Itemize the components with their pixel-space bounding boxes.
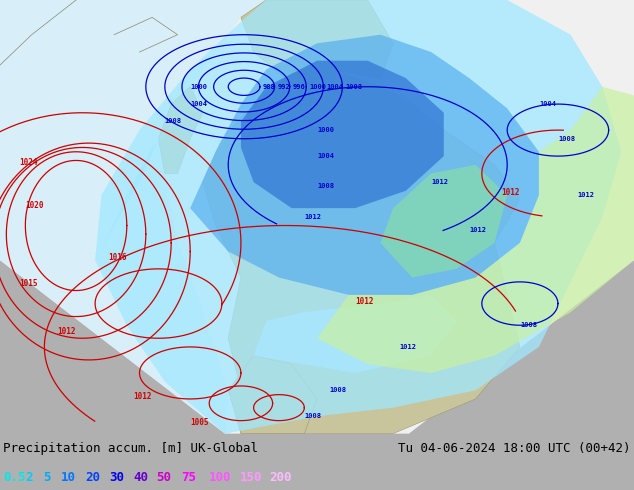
Polygon shape <box>158 87 203 173</box>
Text: Tu 04-06-2024 18:00 UTC (00+42): Tu 04-06-2024 18:00 UTC (00+42) <box>398 442 631 455</box>
Text: 1024: 1024 <box>19 158 37 167</box>
Text: 10: 10 <box>61 471 76 484</box>
Text: 0.5: 0.5 <box>3 471 25 484</box>
Text: 5: 5 <box>43 471 51 484</box>
Text: 1008: 1008 <box>330 387 347 393</box>
Text: Precipitation accum. [m] UK-Global: Precipitation accum. [m] UK-Global <box>3 442 258 455</box>
Text: 20: 20 <box>85 471 100 484</box>
Text: 1004: 1004 <box>317 153 334 159</box>
Text: 200: 200 <box>269 471 292 484</box>
Text: 1004: 1004 <box>190 101 207 107</box>
Polygon shape <box>0 0 634 434</box>
Text: 1012: 1012 <box>355 296 373 306</box>
Text: 1012: 1012 <box>501 188 519 197</box>
Text: 150: 150 <box>240 471 262 484</box>
Text: 1012: 1012 <box>57 327 75 336</box>
Polygon shape <box>203 70 520 434</box>
Text: 1015: 1015 <box>19 279 37 288</box>
Polygon shape <box>190 35 539 295</box>
Text: 1008: 1008 <box>317 183 334 190</box>
Text: 1000: 1000 <box>317 127 334 133</box>
Text: 992: 992 <box>278 84 290 90</box>
Text: 100: 100 <box>209 471 231 484</box>
Polygon shape <box>0 0 266 434</box>
Text: 1008: 1008 <box>304 413 321 419</box>
Text: 1016: 1016 <box>108 253 126 262</box>
Text: 1012: 1012 <box>431 179 448 185</box>
Polygon shape <box>241 61 444 208</box>
Text: 50: 50 <box>157 471 172 484</box>
Text: 1008: 1008 <box>520 322 537 328</box>
Text: 1008: 1008 <box>165 119 182 124</box>
Text: 1000: 1000 <box>190 84 207 90</box>
Text: 2: 2 <box>25 471 33 484</box>
Polygon shape <box>228 356 317 434</box>
Text: 1008: 1008 <box>346 84 363 90</box>
Polygon shape <box>101 122 178 251</box>
Text: 1004: 1004 <box>539 101 556 107</box>
Text: 1012: 1012 <box>577 192 594 198</box>
Text: 1012: 1012 <box>399 344 417 350</box>
Text: 988: 988 <box>263 84 276 90</box>
Text: 996: 996 <box>293 84 306 90</box>
Text: 30: 30 <box>109 471 124 484</box>
Text: 1012: 1012 <box>133 392 152 401</box>
Text: 1012: 1012 <box>304 214 321 220</box>
Polygon shape <box>380 165 507 277</box>
Text: 1012: 1012 <box>469 227 486 233</box>
Text: 1000: 1000 <box>309 84 327 90</box>
Text: 75: 75 <box>181 471 196 484</box>
Text: 1008: 1008 <box>558 136 575 142</box>
Text: 40: 40 <box>133 471 148 484</box>
Polygon shape <box>241 0 393 78</box>
Polygon shape <box>95 0 621 434</box>
Text: 1004: 1004 <box>327 84 344 90</box>
Polygon shape <box>254 295 456 373</box>
Text: 1005: 1005 <box>190 418 209 427</box>
Text: 1020: 1020 <box>25 201 44 210</box>
Polygon shape <box>317 87 634 373</box>
